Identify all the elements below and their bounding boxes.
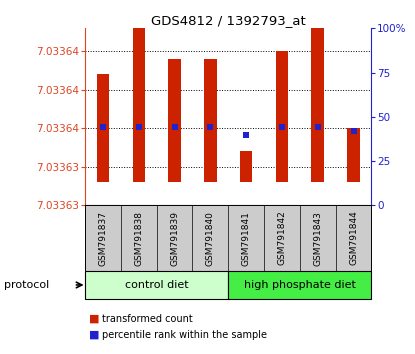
Bar: [347, 129, 360, 182]
Text: GSM791839: GSM791839: [170, 211, 179, 266]
Title: GDS4812 / 1392793_at: GDS4812 / 1392793_at: [151, 14, 305, 27]
Bar: [240, 152, 252, 182]
Text: GSM791841: GSM791841: [242, 211, 251, 266]
Text: control diet: control diet: [125, 280, 188, 290]
Text: GSM791837: GSM791837: [98, 211, 107, 266]
Text: GSM791842: GSM791842: [278, 211, 286, 266]
Text: GSM791844: GSM791844: [349, 211, 358, 266]
Bar: [312, 28, 324, 182]
Bar: [168, 59, 181, 182]
Bar: [276, 51, 288, 182]
Text: transformed count: transformed count: [102, 314, 193, 324]
Text: GSM791838: GSM791838: [134, 211, 143, 266]
Text: high phosphate diet: high phosphate diet: [244, 280, 356, 290]
Text: ■: ■: [89, 330, 100, 339]
Bar: [132, 28, 145, 182]
FancyBboxPatch shape: [85, 271, 228, 299]
Text: GSM791843: GSM791843: [313, 211, 322, 266]
Bar: [204, 59, 217, 182]
FancyBboxPatch shape: [228, 271, 371, 299]
Text: GSM791840: GSM791840: [206, 211, 215, 266]
Text: protocol: protocol: [4, 280, 49, 290]
Bar: [97, 74, 109, 182]
Text: percentile rank within the sample: percentile rank within the sample: [102, 330, 267, 339]
Text: ■: ■: [89, 314, 100, 324]
